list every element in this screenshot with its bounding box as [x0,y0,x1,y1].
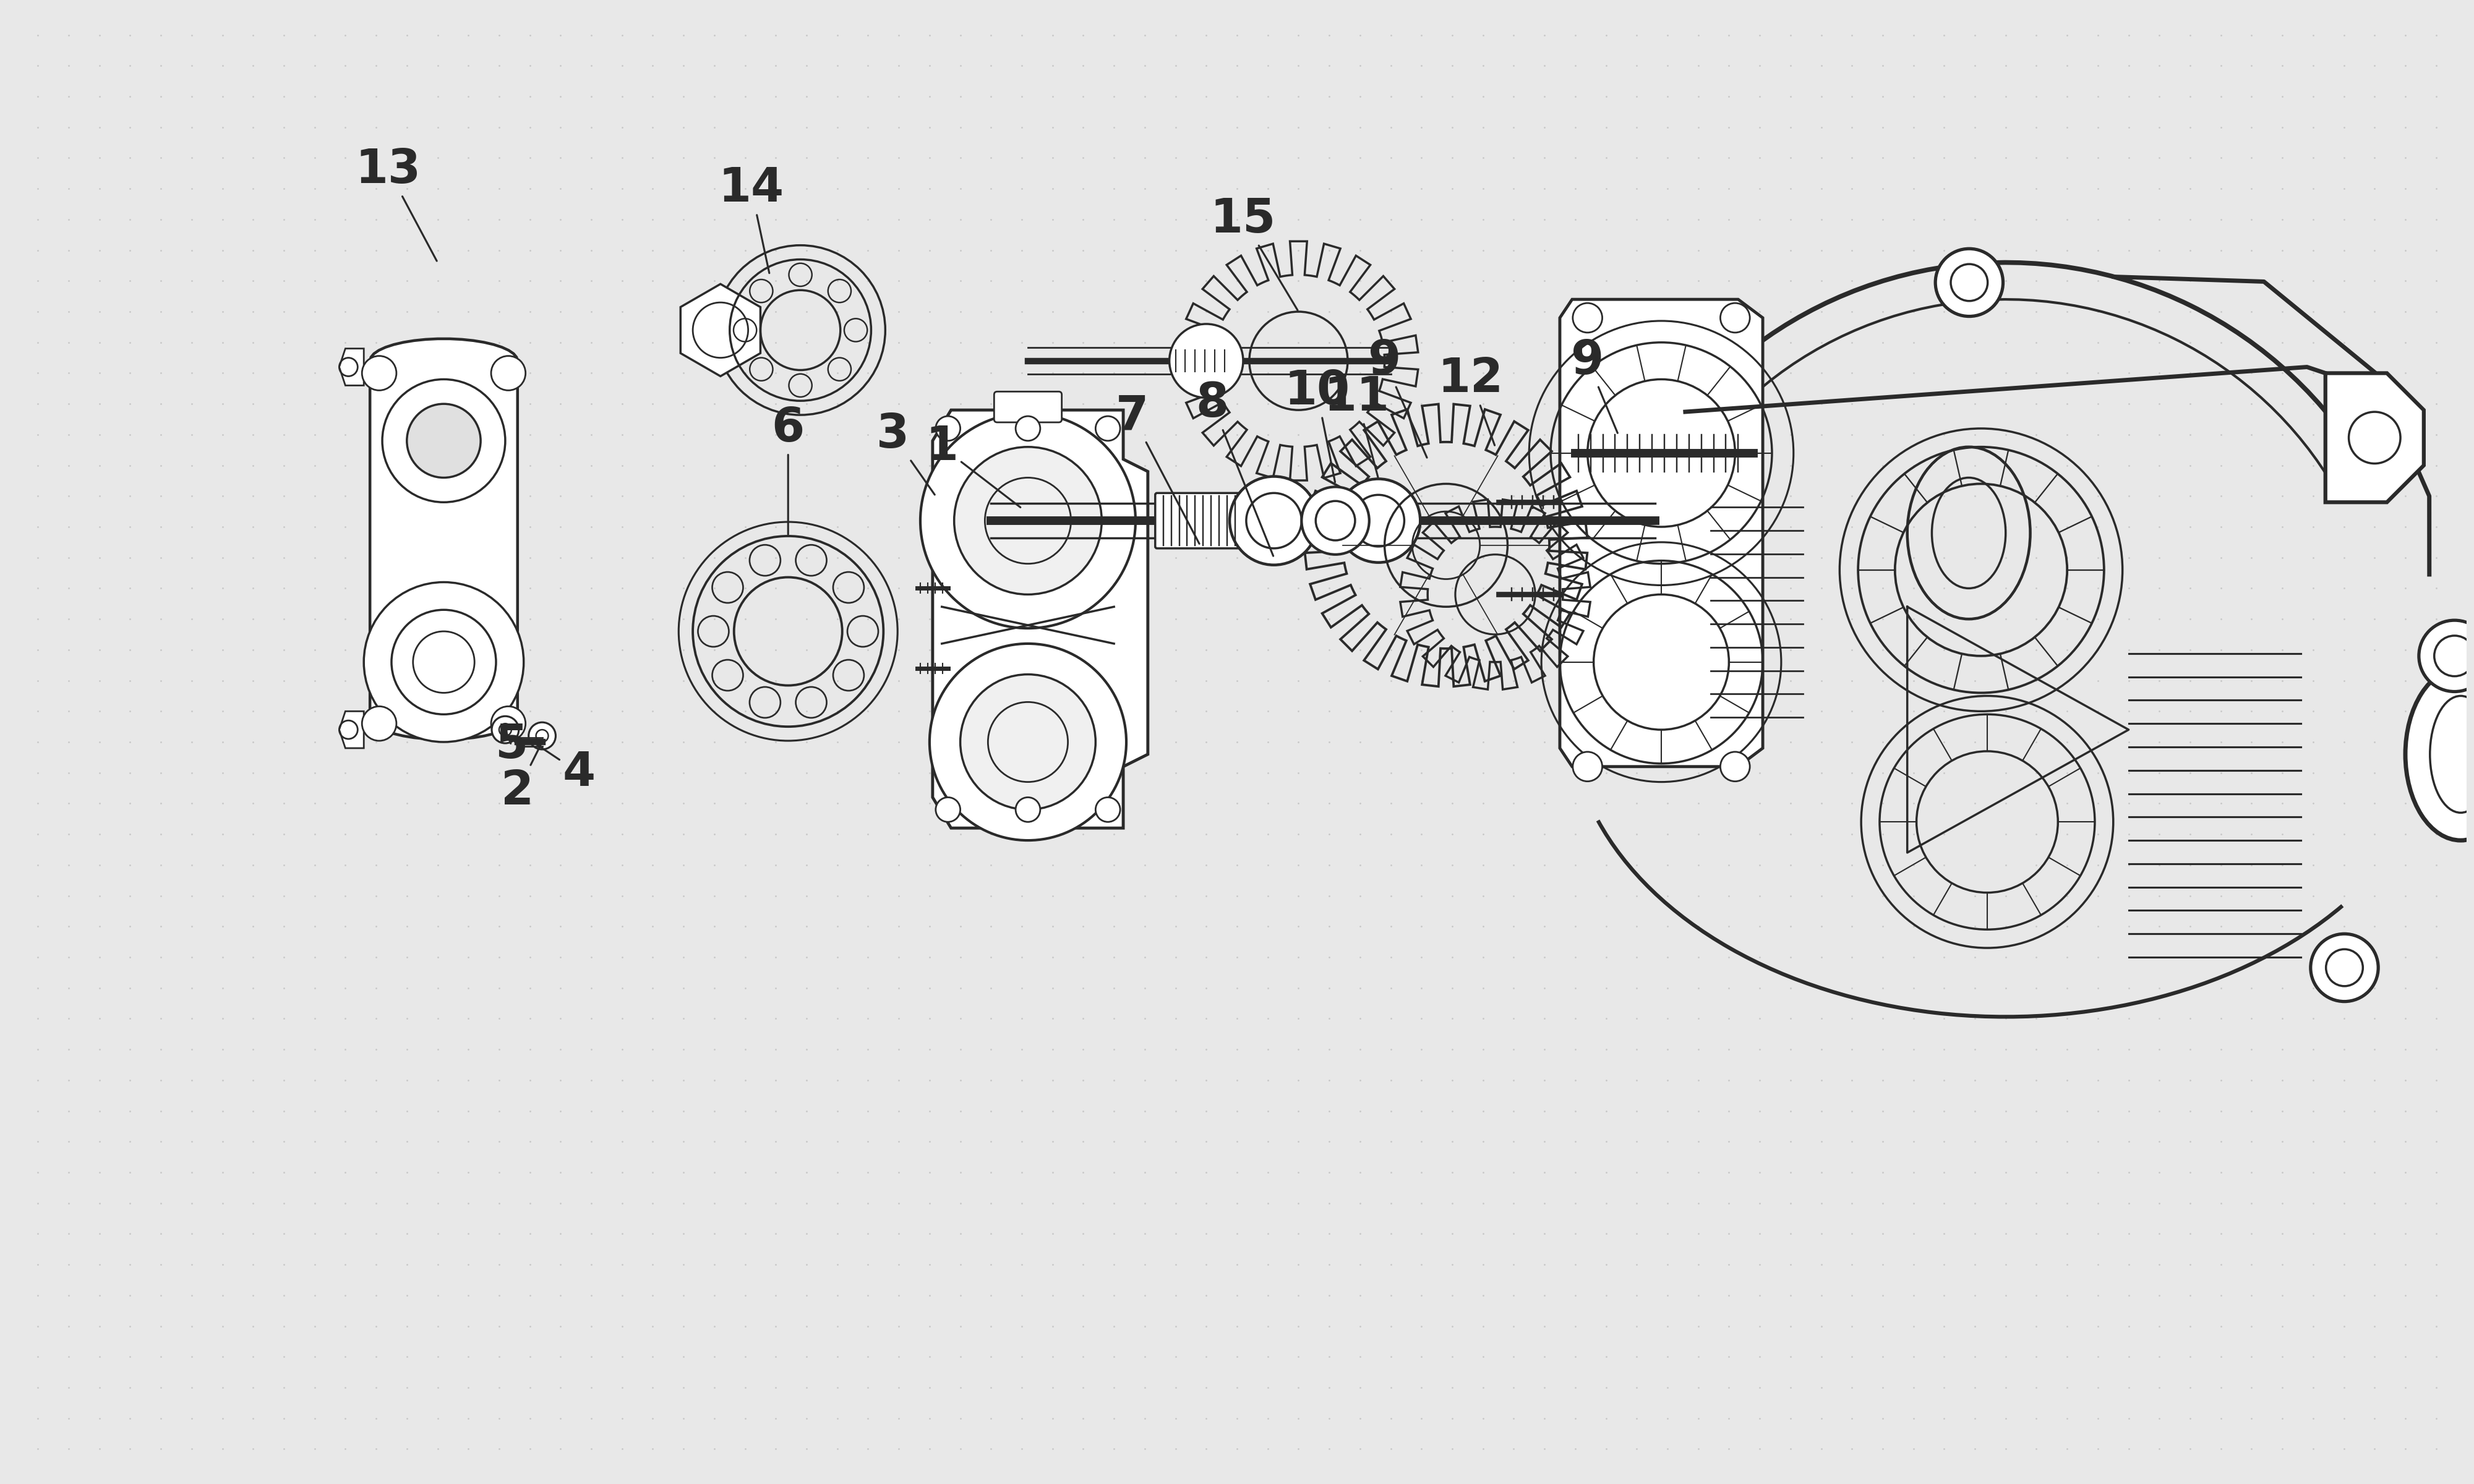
Circle shape [1096,797,1121,822]
Text: 7: 7 [1116,393,1200,543]
Text: 9: 9 [1571,338,1618,433]
Text: 8: 8 [1195,381,1274,556]
Circle shape [935,797,960,822]
Circle shape [1170,324,1242,398]
Circle shape [1719,752,1749,782]
Circle shape [1096,416,1121,441]
Text: 10: 10 [1284,368,1351,482]
FancyBboxPatch shape [1155,493,1244,549]
Text: 12: 12 [1437,356,1504,445]
Text: 14: 14 [717,166,784,273]
Polygon shape [339,349,364,386]
Circle shape [1573,303,1603,332]
Circle shape [1935,249,2004,316]
Text: 15: 15 [1210,196,1296,310]
Circle shape [1017,416,1039,441]
Polygon shape [339,711,364,748]
Text: 2: 2 [502,743,542,815]
Circle shape [529,723,557,749]
Polygon shape [680,283,760,377]
Circle shape [955,447,1101,595]
Text: 3: 3 [876,411,935,494]
Ellipse shape [2405,668,2474,840]
Circle shape [935,416,960,441]
Text: 11: 11 [1324,375,1390,478]
Circle shape [406,404,480,478]
Circle shape [1230,476,1319,565]
Circle shape [391,610,495,714]
Circle shape [1336,479,1420,562]
Circle shape [2311,933,2378,1002]
Circle shape [492,356,524,390]
Circle shape [960,674,1096,810]
Circle shape [2420,620,2474,692]
Text: 1: 1 [925,424,1019,508]
Circle shape [361,706,396,741]
Circle shape [930,644,1126,840]
Polygon shape [933,410,1148,828]
Circle shape [492,706,524,741]
Circle shape [364,582,524,742]
Text: 13: 13 [356,147,438,261]
FancyBboxPatch shape [995,392,1061,423]
Circle shape [920,413,1136,628]
Circle shape [1573,752,1603,782]
Polygon shape [371,338,517,739]
Text: 5: 5 [495,723,527,767]
Text: 4: 4 [534,743,596,795]
Circle shape [1719,303,1749,332]
Circle shape [1301,487,1368,555]
Polygon shape [2326,372,2425,502]
Circle shape [361,356,396,390]
Text: 6: 6 [772,405,804,534]
Text: 9: 9 [1368,338,1427,457]
Polygon shape [1559,300,1764,767]
Circle shape [383,380,505,502]
Circle shape [492,717,520,743]
Circle shape [1017,797,1039,822]
